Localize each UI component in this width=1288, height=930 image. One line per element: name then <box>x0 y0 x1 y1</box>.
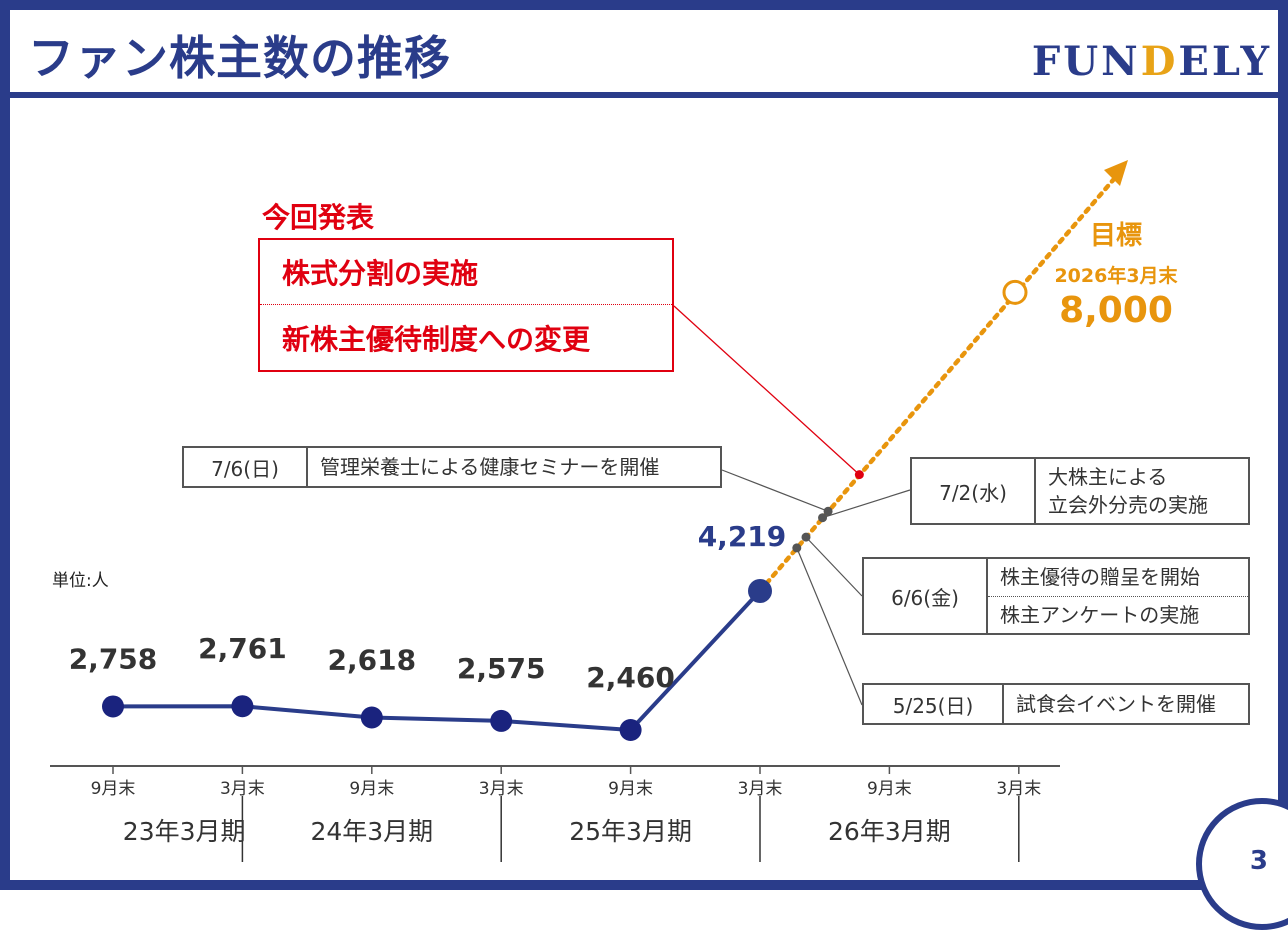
announcement-point <box>854 470 864 480</box>
announcement-item-benefit-change: 新株主優待制度への変更 <box>282 322 591 356</box>
unit-label: 単位:人 <box>52 571 109 591</box>
event-6-6-point <box>801 532 811 542</box>
event-box-0706: 7/6(日) 管理栄養士による健康セミナーを開催 <box>182 446 722 488</box>
target-period: 2026年3月末 <box>1054 264 1178 287</box>
fan-shareholder-chart: 9月末 3月末 9月末 3月末 9月末 3月末 9月末 3月末 23年3月期 24年3月期 25年3… <box>50 160 1179 862</box>
x-tick-label: 9月末 <box>349 779 394 799</box>
series-point <box>490 709 513 732</box>
event-date: 6/6(金) <box>864 559 988 633</box>
x-tick-label: 3月末 <box>479 779 524 799</box>
event-text-group: 株主優待の贈呈を開始 株主アンケートの実施 <box>988 559 1248 633</box>
event-7-6-point <box>823 506 833 516</box>
event-5-25-point <box>792 543 802 553</box>
target-trend-line <box>757 169 1123 594</box>
event-7-6-connector <box>721 469 829 512</box>
event-date: 7/2(水) <box>912 459 1036 523</box>
series-point <box>619 719 642 741</box>
event-box-0525: 5/25(日) 試食会イベントを開催 <box>862 683 1250 725</box>
fiscal-period-label: 25年3月期 <box>569 817 692 846</box>
page-number: 3 <box>1249 846 1268 876</box>
event-7-2-connector <box>822 489 911 519</box>
data-label: 2,758 <box>69 642 158 675</box>
event-date: 7/6(日) <box>184 448 308 486</box>
header: ファン株主数の推移 FUNDELY <box>10 10 1278 98</box>
x-tick-label: 9月末 <box>91 779 136 799</box>
target-value: 8,000 <box>1059 290 1173 331</box>
logo-text-post: ELY <box>1178 38 1272 85</box>
series-point <box>102 695 124 718</box>
x-tick-label: 3月末 <box>220 779 265 799</box>
announcement-connector <box>673 305 860 476</box>
data-label: 2,618 <box>328 644 417 677</box>
event-7-2-point <box>818 513 828 523</box>
fiscal-period-label: 26年3月期 <box>828 817 951 846</box>
event-6-6-connector <box>805 536 863 597</box>
data-label: 2,575 <box>457 652 546 685</box>
event-text: 管理栄養士による健康セミナーを開催 <box>320 455 660 479</box>
event-date: 5/25(日) <box>864 685 1004 723</box>
x-tick-label: 3月末 <box>996 779 1041 799</box>
target-label: 目標 <box>1090 221 1142 251</box>
announcement-box: 株式分割の実施 新株主優待制度への変更 <box>258 238 674 372</box>
event-text: 株主アンケートの実施 <box>1000 602 1200 627</box>
logo-text-pre: FUN <box>1031 38 1141 85</box>
series-point <box>360 706 383 729</box>
data-label: 4,219 <box>698 520 787 553</box>
target-arrow-head <box>1104 160 1128 186</box>
announcement-heading: 今回発表 <box>262 201 375 234</box>
event-text: 株主優待の贈呈を開始 <box>988 559 1248 597</box>
fiscal-period-label: 23年3月期 <box>123 817 246 846</box>
x-tick-label: 3月末 <box>738 779 783 799</box>
x-tick-label: 9月末 <box>608 779 653 799</box>
logo-text-d: D <box>1140 38 1179 85</box>
event-5-25-connector <box>796 547 863 706</box>
event-text: 大株主による 立会外分売の実施 <box>1036 463 1220 519</box>
series-point <box>231 695 254 718</box>
event-text-line: 大株主による <box>1048 465 1168 489</box>
event-text-line: 立会外分売の実施 <box>1048 493 1208 517</box>
data-label: 2,761 <box>198 632 287 665</box>
data-label: 2,460 <box>586 661 675 694</box>
brand-logo: FUNDELY <box>1032 38 1272 85</box>
series-line <box>112 589 762 732</box>
event-box-0702: 7/2(水) 大株主による 立会外分売の実施 <box>910 457 1250 525</box>
series-point <box>748 579 772 603</box>
fiscal-period-label: 24年3月期 <box>310 817 433 846</box>
slide-frame <box>0 0 1288 890</box>
event-box-0606: 6/6(金) 株主優待の贈呈を開始 株主アンケートの実施 <box>862 557 1250 635</box>
event-text: 試食会イベントを開催 <box>1016 692 1216 716</box>
x-tick-label: 9月末 <box>867 779 912 799</box>
target-marker <box>1002 279 1028 305</box>
announcement-item-stock-split: 株式分割の実施 <box>260 240 672 305</box>
page-title: ファン株主数の推移 <box>28 31 451 85</box>
